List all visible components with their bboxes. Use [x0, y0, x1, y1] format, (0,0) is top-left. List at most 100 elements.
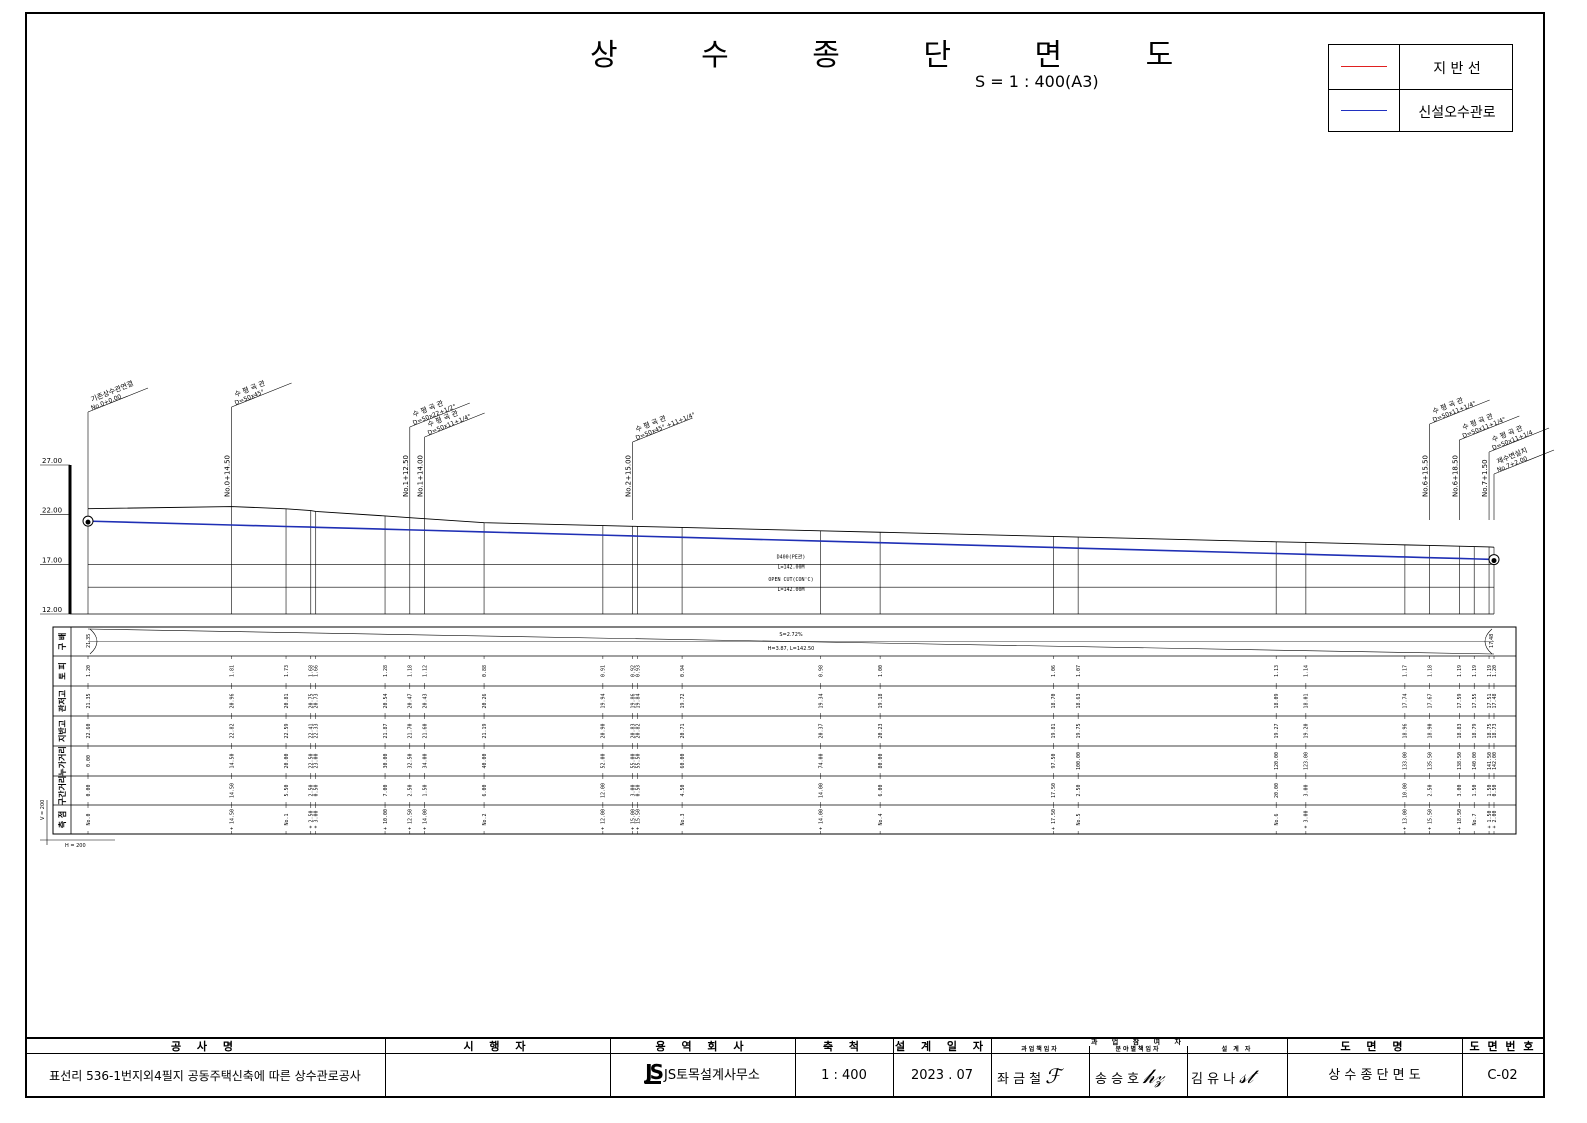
table-cell: 1.06 — [1051, 665, 1057, 677]
table-cell: 0.91 — [601, 665, 607, 677]
table-cell: 1.50 — [422, 784, 428, 796]
table-cell: 60.00 — [680, 753, 686, 768]
table-cell: 32.50 — [408, 753, 414, 768]
callout-leader-angled — [87, 387, 149, 413]
table-cell: 18.83 — [1457, 723, 1463, 738]
table-cell: + 2.00 — [1492, 810, 1498, 828]
slope-end-value: 17.48 — [1489, 634, 1495, 648]
table-cell: 40.00 — [482, 753, 488, 768]
table-cell: 1.66 — [314, 665, 320, 677]
table-row-header: 지반고 — [57, 719, 67, 742]
table-cell: 3.00 — [1304, 784, 1310, 796]
signature-2: 𝒽𝓏 — [1143, 1064, 1164, 1088]
table-cell: 1.28 — [383, 665, 389, 677]
table-cell: 18.75 — [1487, 723, 1493, 738]
tb-header-drawing-name: 도 면 명 — [1287, 1039, 1462, 1054]
table-row-header: 측 점 — [57, 811, 67, 829]
table-cell: 19.18 — [878, 693, 884, 708]
table-cell: 0.50 — [635, 784, 641, 796]
tb-firm-name: JS토목설계사무소 — [664, 1068, 760, 1083]
table-cell: No.3 — [680, 813, 686, 825]
table-cell: + 12.00 — [601, 809, 607, 830]
tb-header-client: 시 행 자 — [385, 1039, 610, 1054]
table-cell: 20.90 — [601, 723, 607, 738]
table-cell: 19.84 — [635, 693, 641, 708]
callout-leader-angled — [1429, 399, 1490, 425]
tb-drawing-no: C-02 — [1487, 1068, 1518, 1083]
tb-header-firm: 용 역 회 사 — [610, 1039, 795, 1054]
table-cell: 18.70 — [1051, 693, 1057, 708]
pipe-annotation: L=142.00M — [777, 587, 804, 593]
table-cell: 2.50 — [309, 784, 315, 796]
tb-firm: JS JS토목설계사무소 — [610, 1054, 795, 1098]
table-cell: No.6 — [1274, 813, 1280, 825]
table-cell: 20.83 — [630, 723, 636, 738]
table-cell: No.5 — [1076, 813, 1082, 825]
table-cell: 21.60 — [422, 723, 428, 738]
slope-bracket-start — [89, 628, 98, 655]
tb-project-name: 표선리 536-1번지외4필지 공동주택신축에 따른 상수관로공사 — [49, 1069, 361, 1083]
table-cell: 1.19 — [1472, 665, 1478, 677]
tb-sep — [1287, 1039, 1288, 1098]
table-cell: 22.82 — [229, 723, 235, 738]
table-cell: 18.01 — [1304, 693, 1310, 708]
tb-header-drawing-no: 도 면 번 호 — [1462, 1039, 1543, 1054]
callout-leader-angled — [1488, 427, 1550, 453]
table-cell: 19.81 — [1051, 723, 1057, 738]
table-cell: 74.00 — [819, 753, 825, 768]
table-cell: 19.27 — [1274, 723, 1280, 738]
tb-participant-1-name: 좌 금 철 — [997, 1072, 1042, 1087]
table-cell: 21.35 — [86, 693, 92, 708]
tb-sep — [1089, 1046, 1090, 1098]
table-cell: 55.50 — [635, 753, 641, 768]
tb-drawing-name: 상 수 종 단 면 도 — [1328, 1068, 1421, 1083]
table-cell: + 2.50 — [309, 810, 315, 828]
legend-divider — [1399, 45, 1400, 131]
table-cell: 0.50 — [1492, 784, 1498, 796]
table-cell: + 14.00 — [819, 809, 825, 830]
table-cell: 20.00 — [284, 753, 290, 768]
ground-line — [87, 506, 1495, 548]
table-cell: 20.82 — [635, 723, 641, 738]
table-row-header: 구간거리 — [57, 776, 67, 805]
table-cell: 20.37 — [819, 723, 825, 738]
tb-header-date: 설 계 일 자 — [893, 1039, 991, 1054]
table-cell: 22.50 — [309, 753, 315, 768]
table-cell: 18.90 — [1427, 723, 1433, 738]
table-cell: 20.75 — [309, 693, 315, 708]
table-cell: 120.00 — [1274, 752, 1280, 770]
legend-swatch-ground — [1341, 66, 1387, 67]
station-label: No.0+14.50 — [224, 455, 232, 497]
table-cell: 22.59 — [284, 723, 290, 738]
table-cell: 97.50 — [1051, 753, 1057, 768]
table-cell: 14.00 — [819, 783, 825, 798]
table-cell: + 10.00 — [383, 809, 389, 830]
table-cell: 123.00 — [1304, 752, 1310, 770]
table-row-header: 관저고 — [57, 689, 67, 712]
tb-header-scale: 축 척 — [795, 1039, 893, 1054]
callout-leader-angled — [409, 402, 470, 428]
tb-header-project: 공 사 명 — [25, 1039, 385, 1054]
slope-note: S=2.72% — [779, 632, 802, 638]
table-cell: 2.50 — [1427, 784, 1433, 796]
table-cell: 12.00 — [601, 783, 607, 798]
valve-icon-core — [85, 519, 91, 525]
table-cell: 20.26 — [482, 693, 488, 708]
table-cell: 20.47 — [408, 693, 414, 708]
table-cell: 20.71 — [680, 723, 686, 738]
table-cell: + 12.50 — [408, 809, 414, 830]
pipe-annotation: D400(PE관) — [777, 553, 806, 560]
table-cell: 20.96 — [229, 693, 235, 708]
table-cell: 1.18 — [1427, 665, 1433, 677]
table-cell: + 14.00 — [422, 809, 428, 830]
table-cell: 138.50 — [1457, 752, 1463, 770]
table-cell: 17.74 — [1403, 693, 1409, 708]
elevation-tick-label: 12.00 — [42, 606, 62, 614]
table-cell: 14.50 — [229, 783, 235, 798]
table-cell: 34.00 — [422, 753, 428, 768]
table-cell: 0.92 — [630, 665, 636, 677]
tb-sub-header-3: 설 계 자 — [1221, 1046, 1253, 1053]
callout-leader-angled — [424, 412, 485, 438]
table-cell: 21.70 — [408, 723, 414, 738]
table-cell: 142.00 — [1492, 752, 1498, 770]
